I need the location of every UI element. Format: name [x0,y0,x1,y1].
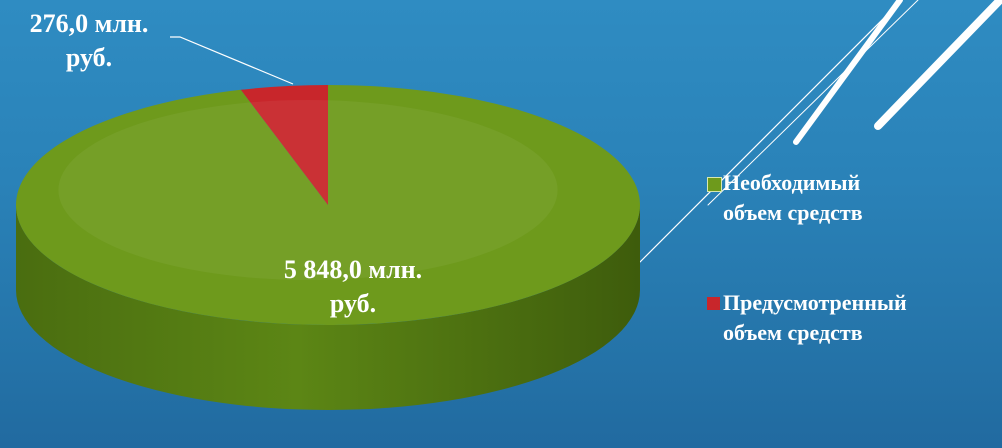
decorative-lines [639,0,1002,263]
data-label-small-slice: 276,0 млн. руб. [29,9,149,72]
leader-line [170,36,294,85]
pie-slices [15,85,640,410]
legend-item-required: Необходимый объем средств [707,168,863,228]
data-label-large-slice: 5 848,0 млн. руб. [283,255,423,318]
pie-slice-provided [240,85,328,205]
pie-highlight [58,100,558,280]
pie-side-wall [16,205,640,410]
legend-swatch-red [707,297,720,310]
legend-item-provided: Предусмотренный объем средств [707,288,907,348]
legend-swatch-green [707,177,722,192]
